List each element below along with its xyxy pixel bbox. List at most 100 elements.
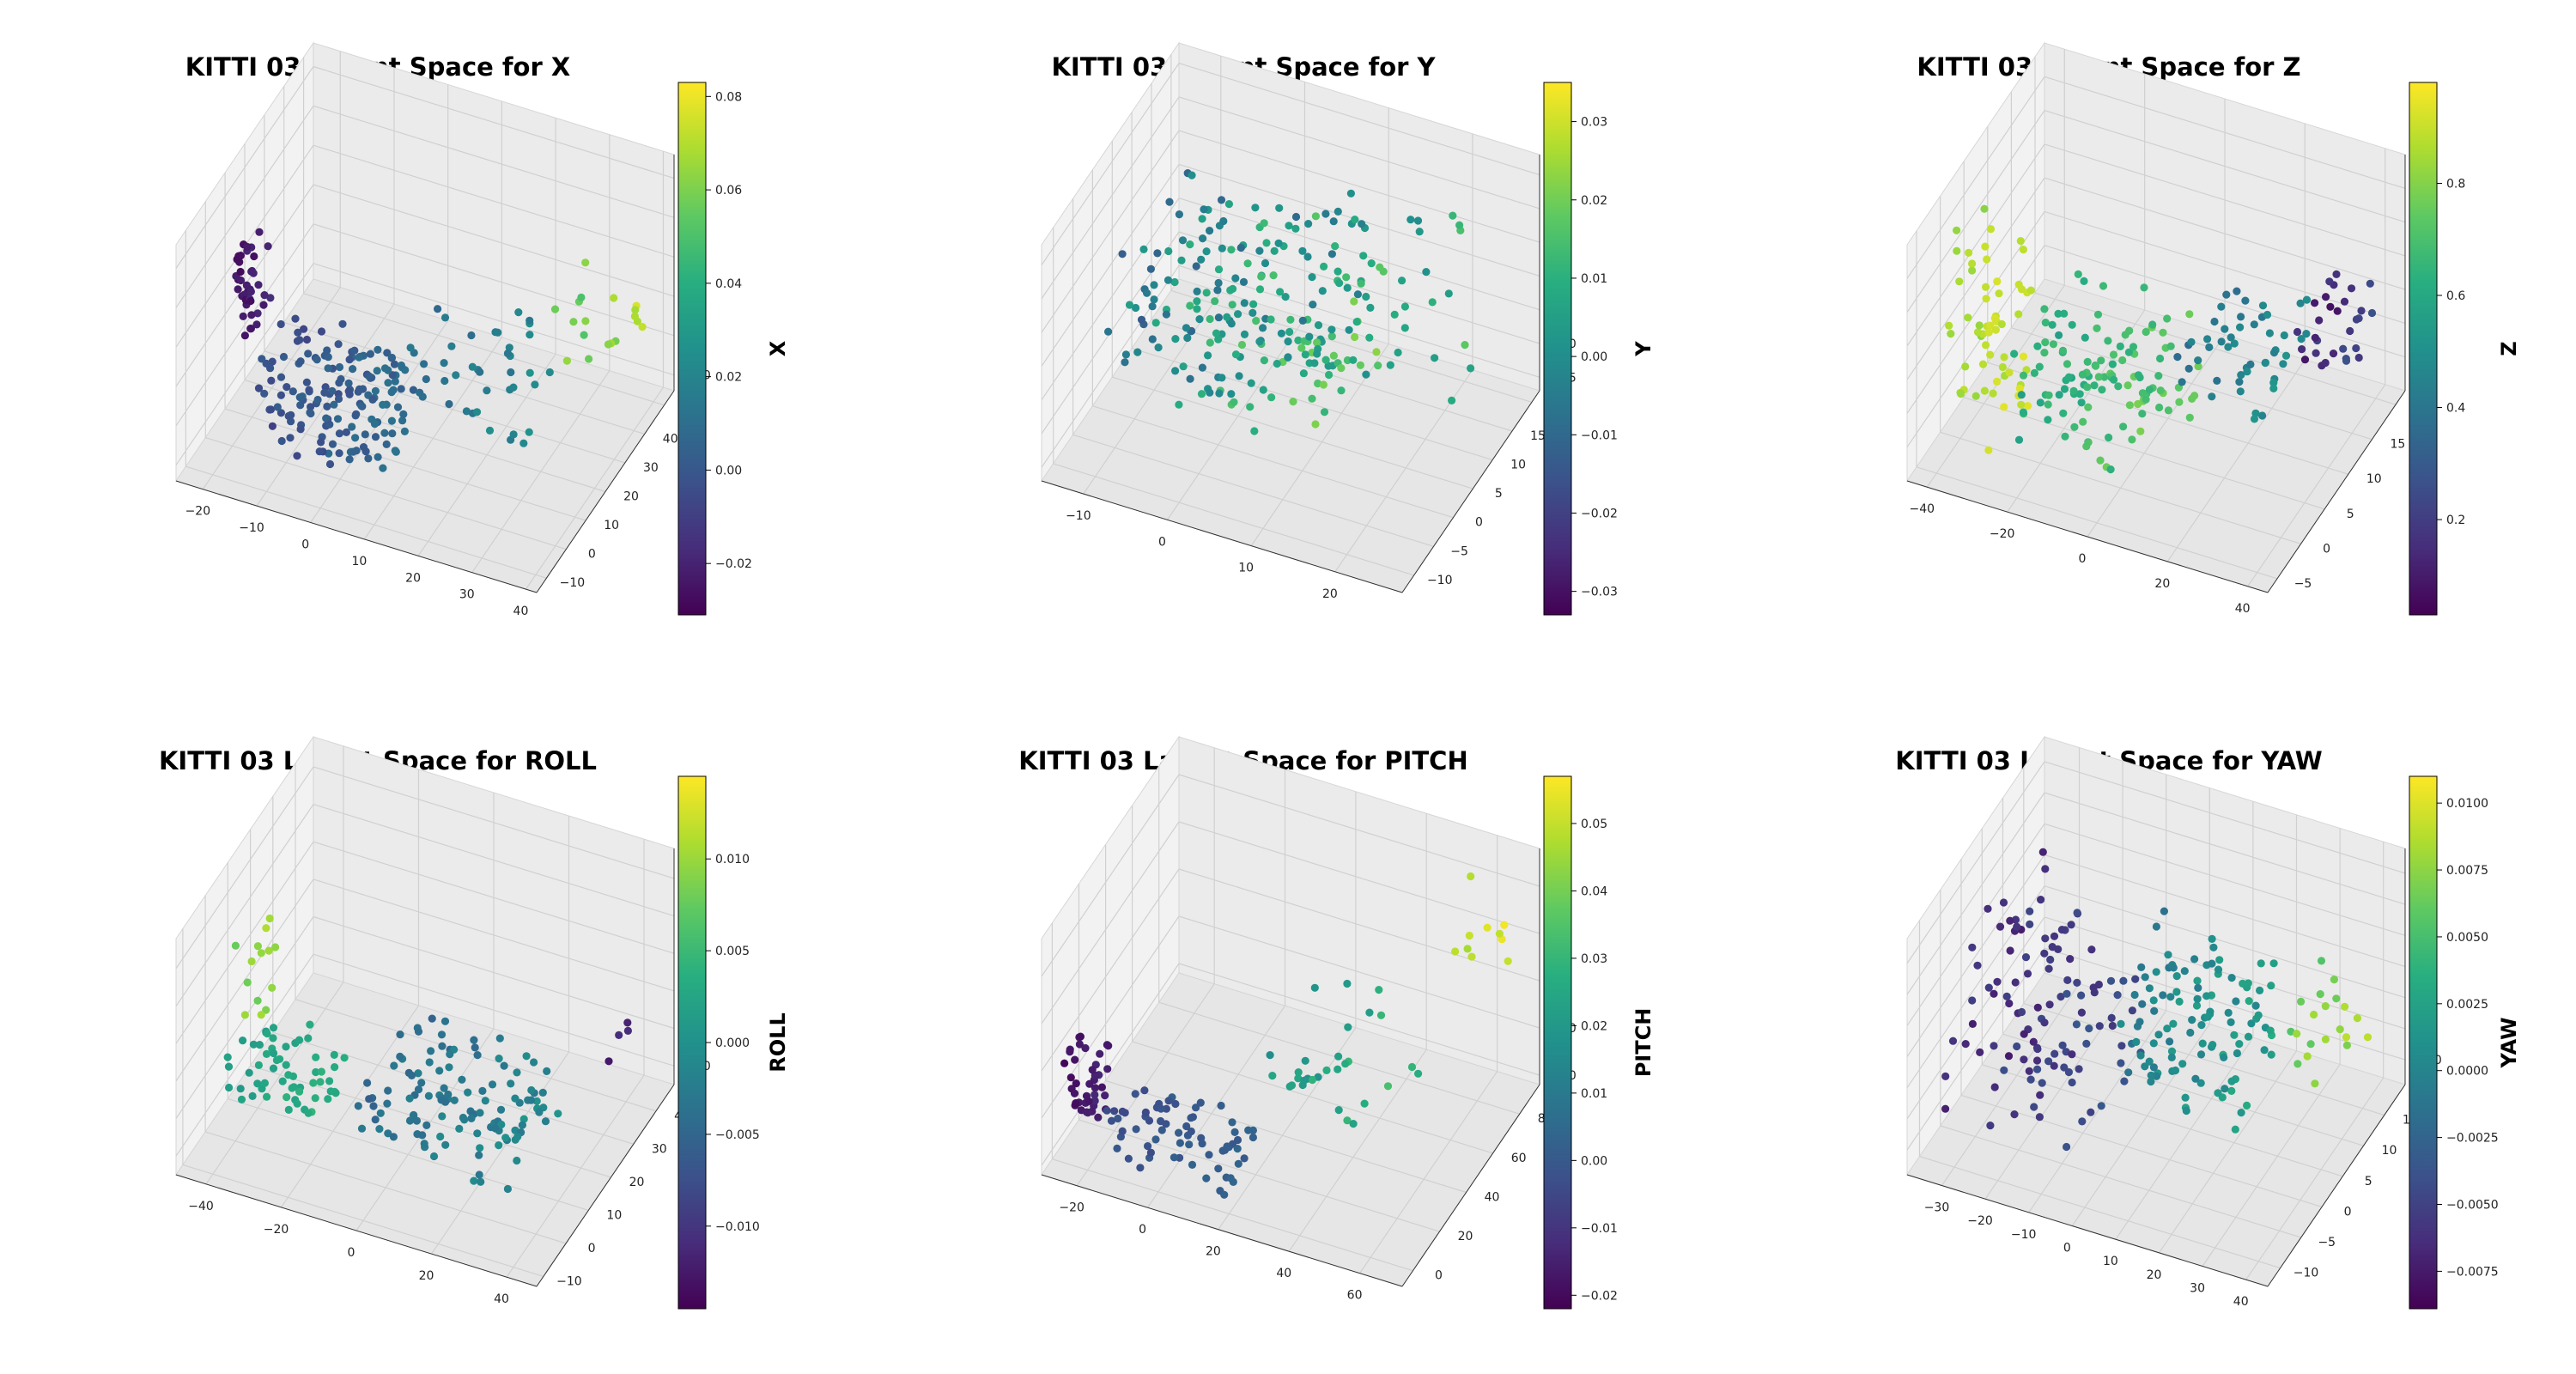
scatter-point [236,267,245,277]
scatter-point [2227,974,2236,982]
scatter-point [1186,240,1194,249]
scatter-point [1262,239,1271,247]
grid-line-y [1158,766,1520,1115]
scatter-point [2167,1053,2176,1061]
scatter-point [2185,310,2194,319]
y-tick-label: 10 [604,519,619,532]
scatter-point [1124,1154,1133,1163]
scatter-point [459,1113,468,1122]
colorbar-label: PITCH [1631,1008,1656,1078]
scatter-point [494,328,502,337]
scatter-point [511,1094,519,1103]
scatter-point [1218,374,1226,382]
grid-line-z [175,915,675,1119]
scatter-point [638,323,647,331]
scatter-point [1136,1164,1145,1172]
scatter-point [2302,295,2312,304]
scatter-point [2203,1012,2212,1021]
scatter-point [1096,1049,1104,1058]
scatter-point [2033,342,2042,350]
scatter-point [509,430,518,439]
scatter-point [615,1030,623,1039]
scatter-point [2303,1052,2312,1061]
scatter-point [2297,997,2306,1006]
scatter-point [2077,1008,2086,1017]
scatter-point [2280,331,2288,340]
scatter-point [2041,865,2050,873]
scatter-point [2164,406,2172,415]
grid-line-x [1288,813,1427,1252]
grid-line-y [1963,161,2325,510]
scatter-point [2005,999,2014,1008]
scatter-point [2336,1025,2344,1034]
scatter-point [2346,326,2354,336]
scatter-point [1217,1101,1225,1110]
grid-line-y [272,796,634,1145]
scatter-point [507,368,515,377]
scatter-point [1983,255,1991,264]
scatter-point [2224,343,2233,351]
x-tick-label: 0 [348,1246,355,1260]
scatter-point [467,1114,476,1122]
scatter-point [2269,959,2278,968]
grid-line-y [1051,922,1413,1272]
scatter-point [2077,991,2086,1000]
scatter-point [1081,1043,1090,1053]
scatter-point [1298,1080,1307,1090]
scatter-point [2130,990,2139,1000]
scatter-point [2171,1066,2180,1075]
grid-line-x [363,100,503,540]
scatter-point [2231,1125,2239,1134]
y-tick-label: 10 [2382,1144,2397,1158]
scatter-point [2049,340,2057,349]
scatter-point [1999,898,2008,907]
scatter-point [1334,207,1342,216]
scatter-point [1334,1106,1343,1115]
scatter-point [264,946,273,955]
scatter-point [2163,1024,2172,1033]
scatter-point [1132,1125,1140,1134]
scatter-point [376,1109,385,1117]
scatter-point [1205,1151,1213,1159]
scatter-point [1133,348,1142,356]
scatter-point [2250,320,2258,329]
scatter-point [1337,386,1346,395]
scatter-point [286,434,295,442]
scatter-point [1224,200,1233,209]
scatter-point [1182,324,1191,332]
scatter-point [438,1042,447,1050]
scatter-point [1083,1108,1091,1116]
scatter-point [1148,302,1157,311]
x-tick-label: 0 [301,538,309,552]
scatter-point [2325,277,2334,286]
scatter-point [1356,361,1364,369]
scatter-point [2066,955,2075,964]
scatter-point [349,365,357,374]
scatter-point [2169,964,2178,972]
scatter-point [440,359,448,368]
y-tick-label: 20 [623,490,639,504]
scatter-point [1990,989,1998,998]
colorbar-tick-label: 0.04 [715,277,742,291]
scatter-point [1291,212,1301,222]
scatter-point [472,408,482,416]
scatter-point [2227,1086,2236,1095]
scatter-point [2156,386,2165,395]
x-tick-label: −40 [1910,502,1935,516]
scatter-point [1085,1079,1094,1088]
grid-line-z [175,184,675,387]
scatter-point [2141,1062,2149,1071]
colorbar-label: Z [2497,341,2521,356]
grid-line-z [1906,109,2406,313]
scatter-point [1329,351,1338,360]
scatter-point [2239,979,2247,988]
colorbar-tick-label: 0.01 [1581,1087,1607,1101]
scatter-point [1183,1131,1192,1140]
scatter-point [384,1129,392,1138]
grid-line-x [1076,747,1215,1187]
scatter-point [414,1069,422,1078]
grid-line-y [227,862,589,1211]
scatter-point [243,242,252,251]
scatter-point [1219,216,1228,226]
scatter-point [1230,1128,1239,1136]
